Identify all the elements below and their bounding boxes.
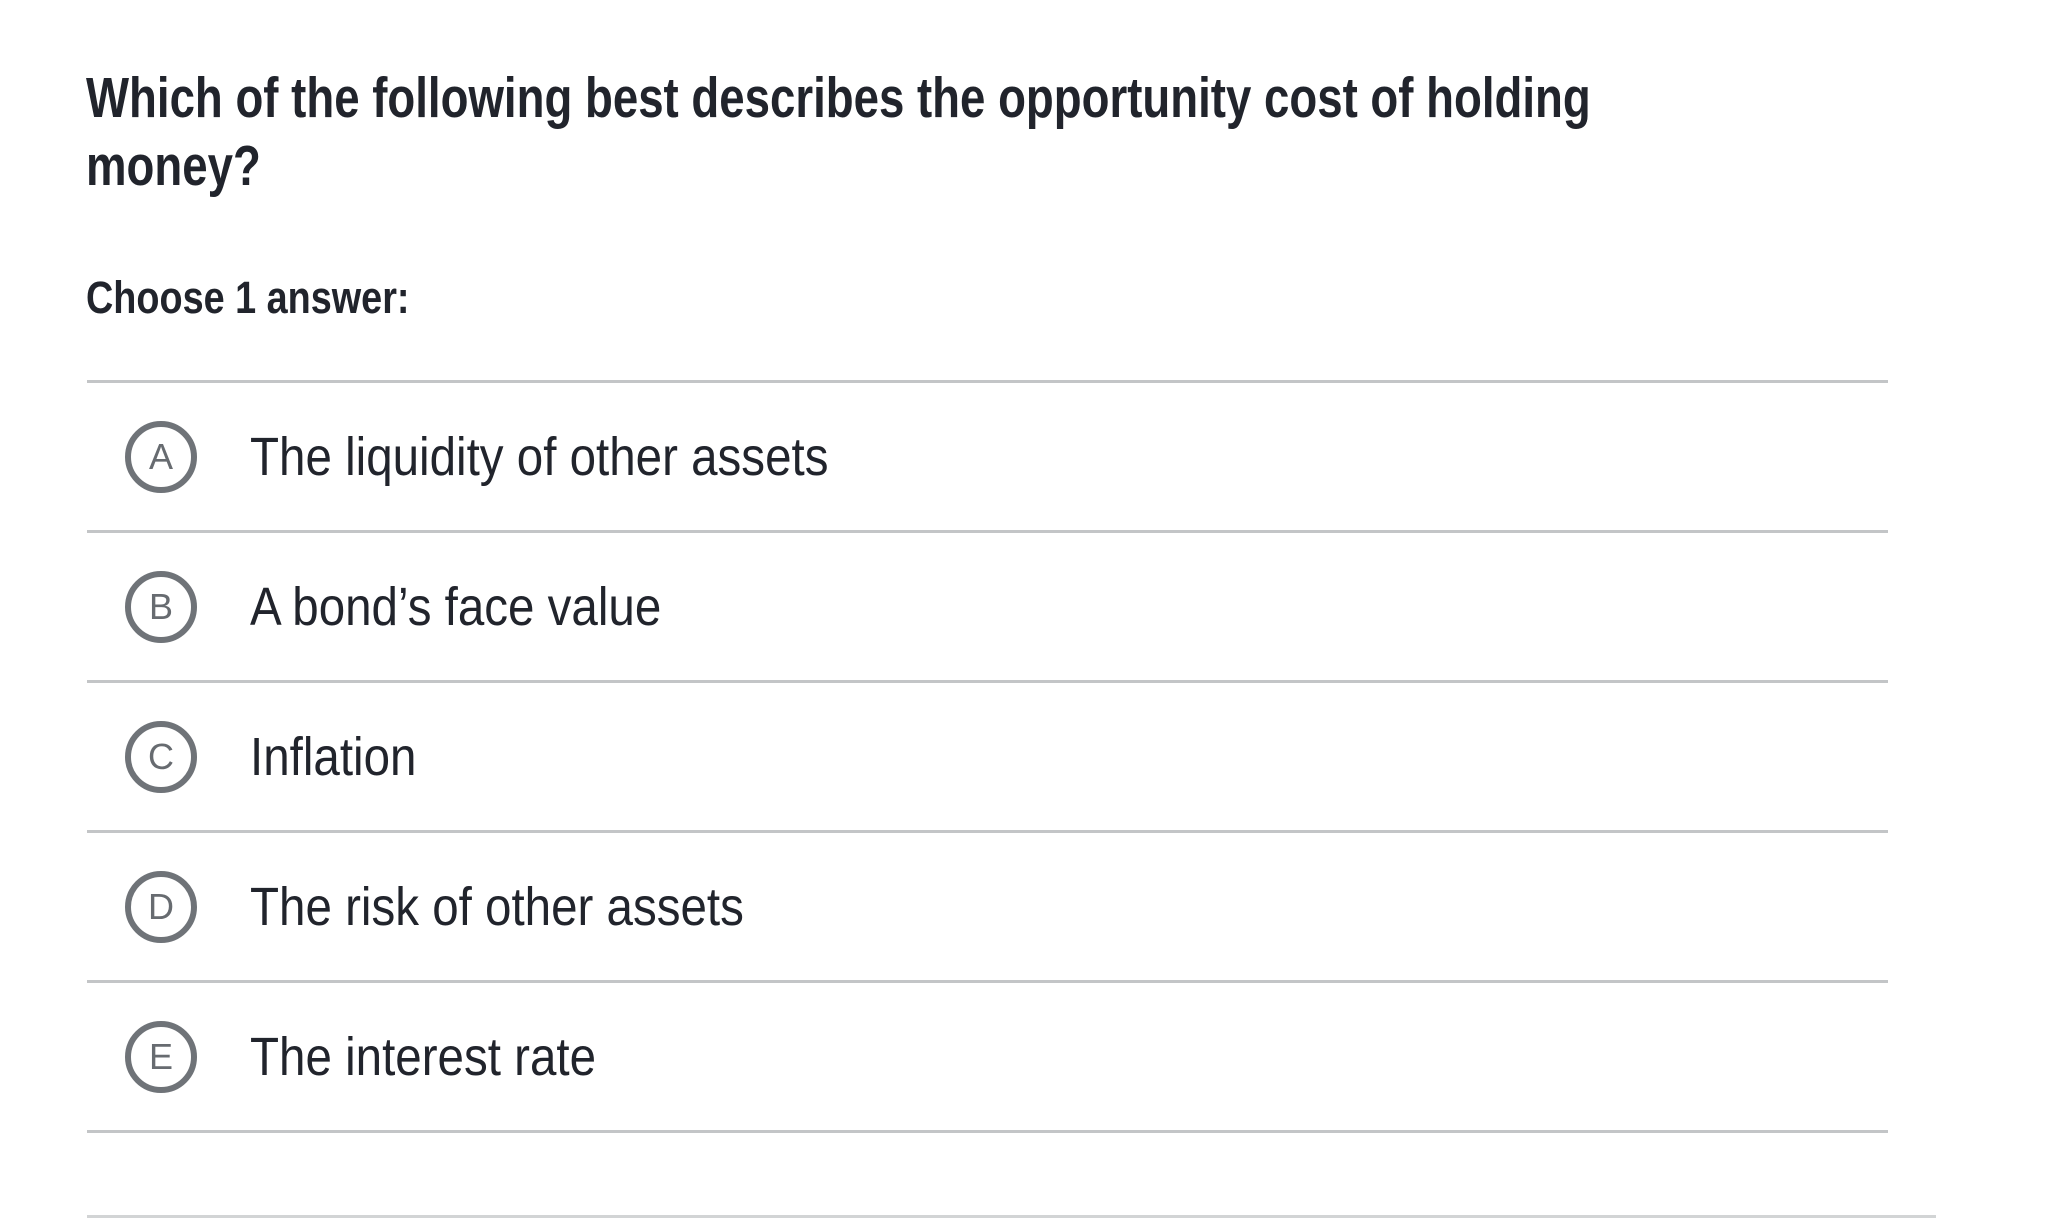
- choice-row-c[interactable]: C Inflation: [87, 683, 1888, 833]
- radio-e-icon[interactable]: E: [125, 1020, 197, 1093]
- radio-a-icon[interactable]: A: [125, 420, 197, 493]
- choice-letter-a: A: [148, 435, 173, 477]
- choice-letter-e: E: [148, 1035, 173, 1077]
- choice-label-d: The risk of other assets: [250, 876, 744, 937]
- choice-label-e: The interest rate: [250, 1026, 597, 1087]
- radio-b-icon[interactable]: B: [125, 570, 197, 643]
- choice-letter-b: B: [148, 585, 173, 627]
- radio-d-icon[interactable]: D: [125, 870, 197, 943]
- choice-row-d[interactable]: D The risk of other assets: [87, 833, 1888, 983]
- choice-label-a: The liquidity of other assets: [250, 426, 829, 487]
- choice-letter-d: D: [148, 885, 174, 927]
- choice-label-c: Inflation: [250, 726, 417, 787]
- question-title: Which of the following best describes th…: [86, 64, 1967, 200]
- question-title-line-2: money?: [86, 134, 261, 198]
- choose-answer-prompt: Choose 1 answer:: [86, 272, 410, 323]
- choice-label-b: A bond’s face value: [250, 576, 662, 637]
- radio-c-icon[interactable]: C: [125, 720, 197, 793]
- choice-row-e[interactable]: E The interest rate: [87, 983, 1888, 1133]
- choices-list: A The liquidity of other assets B A bond…: [87, 380, 1888, 1133]
- choice-row-b[interactable]: B A bond’s face value: [87, 533, 1888, 683]
- question-title-line-1: Which of the following best describes th…: [86, 66, 1591, 130]
- choice-row-a[interactable]: A The liquidity of other assets: [87, 383, 1888, 533]
- choice-letter-c: C: [148, 735, 174, 777]
- section-divider: [87, 1215, 1936, 1218]
